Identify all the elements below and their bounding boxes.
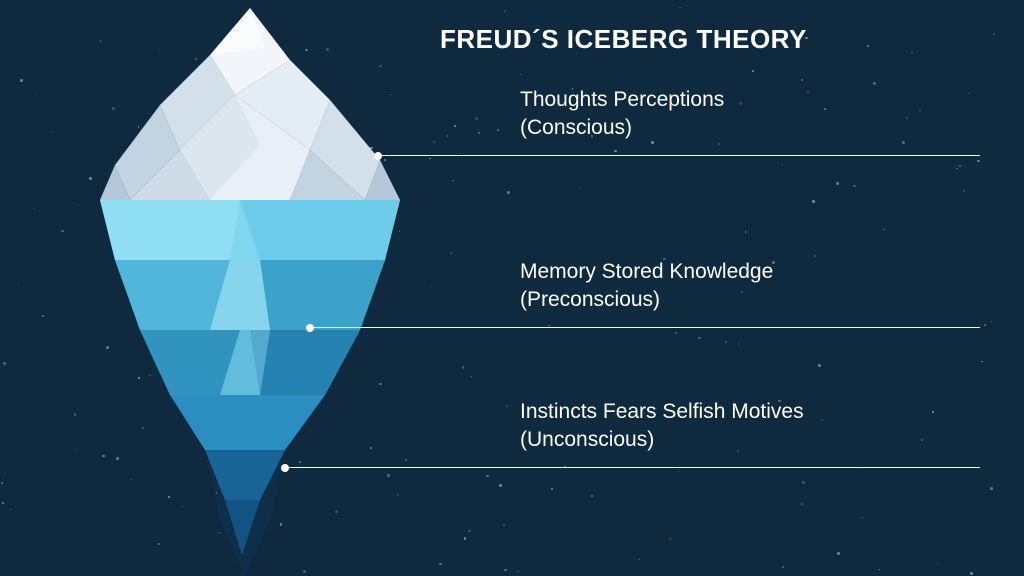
iceberg-illustration [60,0,440,576]
label-conscious-line2: (Conscious) [520,114,724,142]
iceberg-reflection [205,450,285,576]
iceberg-top [100,8,400,200]
label-preconscious-line2: (Preconscious) [520,286,773,314]
label-conscious-line1: Thoughts Perceptions [520,86,724,114]
label-preconscious: Memory Stored Knowledge (Preconscious) [520,258,773,315]
leader-unconscious [285,467,980,468]
label-unconscious: Instincts Fears Selfish Motives (Unconsc… [520,398,804,455]
label-conscious: Thoughts Perceptions (Conscious) [520,86,724,143]
label-unconscious-line2: (Unconscious) [520,426,804,454]
leader-preconscious [310,327,980,328]
leader-conscious [378,155,980,156]
diagram-title: FREUD´S ICEBERG THEORY [440,24,807,55]
label-preconscious-line1: Memory Stored Knowledge [520,258,773,286]
label-unconscious-line1: Instincts Fears Selfish Motives [520,398,804,426]
